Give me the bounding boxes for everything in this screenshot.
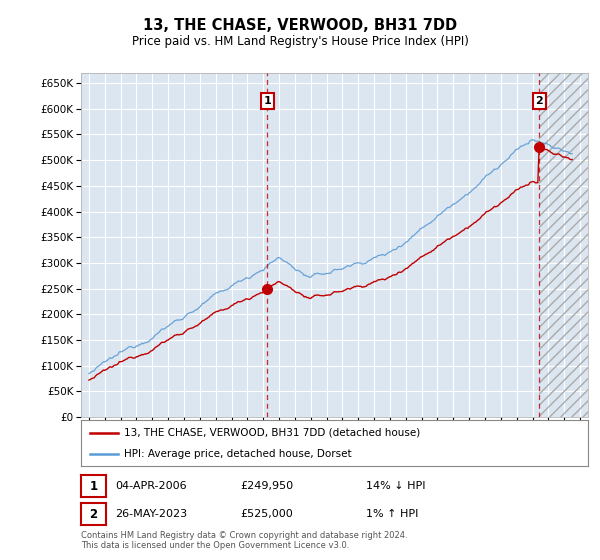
- Text: 2: 2: [89, 507, 98, 521]
- Text: 13, THE CHASE, VERWOOD, BH31 7DD (detached house): 13, THE CHASE, VERWOOD, BH31 7DD (detach…: [124, 428, 421, 438]
- Bar: [539, 73, 588, 417]
- Text: £525,000: £525,000: [240, 509, 293, 519]
- Text: 1% ↑ HPI: 1% ↑ HPI: [366, 509, 418, 519]
- Text: 26-MAY-2023: 26-MAY-2023: [115, 509, 187, 519]
- Text: 13, THE CHASE, VERWOOD, BH31 7DD: 13, THE CHASE, VERWOOD, BH31 7DD: [143, 18, 457, 34]
- Text: HPI: Average price, detached house, Dorset: HPI: Average price, detached house, Dors…: [124, 449, 352, 459]
- Text: 2: 2: [535, 96, 543, 106]
- Text: 04-APR-2006: 04-APR-2006: [115, 481, 187, 491]
- Text: 1: 1: [89, 479, 98, 493]
- Text: £249,950: £249,950: [240, 481, 293, 491]
- Text: Price paid vs. HM Land Registry's House Price Index (HPI): Price paid vs. HM Land Registry's House …: [131, 35, 469, 48]
- Text: 14% ↓ HPI: 14% ↓ HPI: [366, 481, 425, 491]
- Text: Contains HM Land Registry data © Crown copyright and database right 2024.
This d: Contains HM Land Registry data © Crown c…: [81, 530, 407, 550]
- Text: 1: 1: [263, 96, 271, 106]
